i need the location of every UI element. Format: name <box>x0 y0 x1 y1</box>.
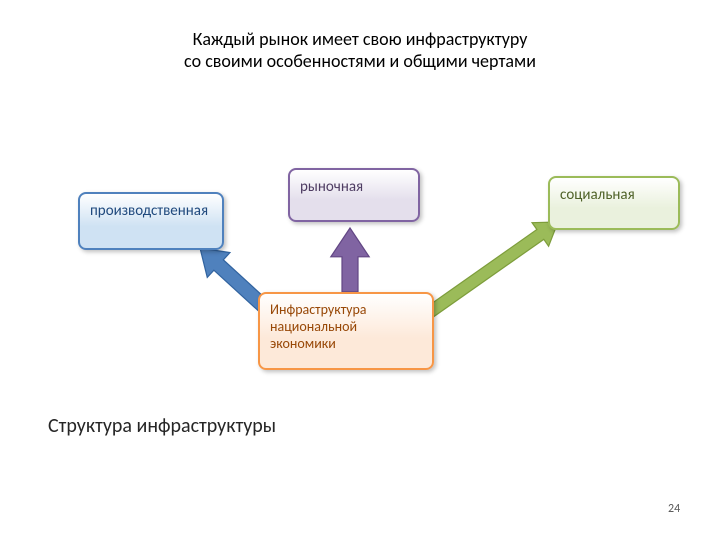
node-center-label: Инфраструктура национальной экономики <box>270 302 422 352</box>
node-production: производственная <box>78 192 224 250</box>
subtitle: Структура инфраструктуры <box>48 414 276 438</box>
node-market: рыночная <box>288 168 420 222</box>
arrow-green <box>422 210 567 324</box>
arrows-layer <box>0 0 720 540</box>
heading-line1: Каждый рынок имеет свою инфраструктуру <box>193 28 528 50</box>
node-social-label: социальная <box>560 186 635 204</box>
arrow-purple <box>331 228 369 292</box>
slide: { "heading": { "line1": "Каждый рынок им… <box>0 0 720 540</box>
node-center: Инфраструктура национальной экономики <box>258 292 434 370</box>
subtitle-text: Структура инфраструктуры <box>48 414 276 438</box>
node-social: социальная <box>548 176 680 230</box>
slide-heading: Каждый рынок имеет свою инфраструктуру с… <box>125 28 595 72</box>
page-number: 24 <box>668 502 680 516</box>
heading-line2: со своими особенностями и общими чертами <box>184 50 536 72</box>
node-market-label: рыночная <box>300 178 363 196</box>
page-number-text: 24 <box>668 502 680 516</box>
node-production-label: производственная <box>90 202 208 220</box>
